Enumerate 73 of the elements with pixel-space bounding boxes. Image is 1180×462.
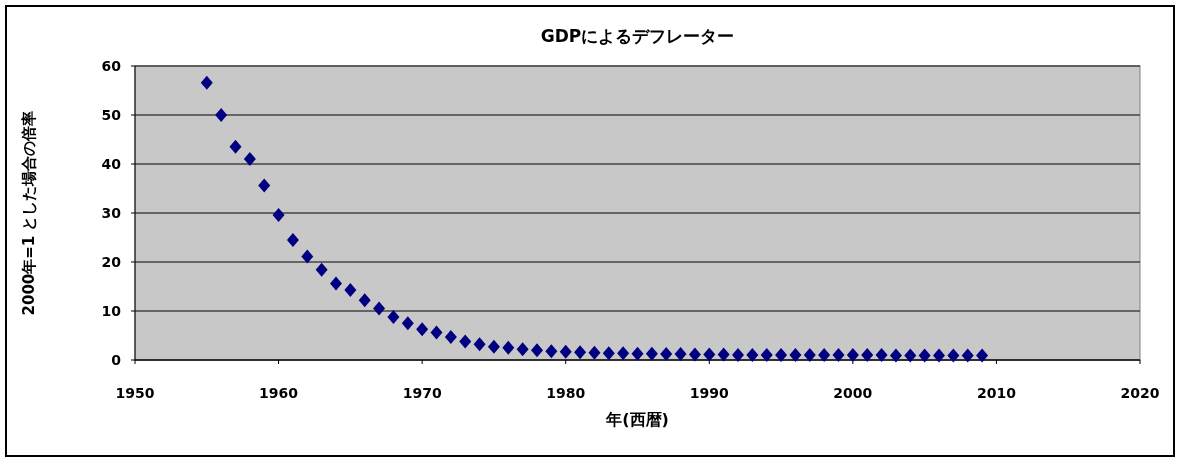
point xyxy=(775,348,788,363)
y-tick-label: 40 xyxy=(101,156,122,172)
point xyxy=(574,345,587,360)
point xyxy=(818,348,831,363)
point xyxy=(789,348,802,363)
point xyxy=(933,348,945,363)
x-tick-label: 1960 xyxy=(259,385,299,401)
point xyxy=(531,343,543,358)
point xyxy=(416,322,429,337)
point xyxy=(588,345,601,360)
point xyxy=(631,346,644,361)
y-tick-label: 20 xyxy=(101,254,122,270)
y-tick-label: 10 xyxy=(101,303,122,319)
point xyxy=(315,262,328,277)
point xyxy=(846,348,859,363)
point xyxy=(861,348,874,363)
point xyxy=(243,152,256,167)
point xyxy=(559,344,572,359)
point xyxy=(947,348,960,363)
point xyxy=(502,340,515,355)
point xyxy=(746,348,759,363)
point xyxy=(215,108,228,122)
point xyxy=(286,232,299,247)
point xyxy=(459,334,472,349)
point xyxy=(832,348,845,363)
point xyxy=(717,347,730,362)
x-axis-title: 年(西暦) xyxy=(605,410,669,429)
point xyxy=(918,348,931,363)
point xyxy=(229,139,242,154)
x-tick-label: 1950 xyxy=(115,385,155,401)
point xyxy=(617,346,630,361)
x-tick-label: 1990 xyxy=(689,385,730,401)
point xyxy=(660,347,673,362)
point xyxy=(516,342,529,357)
point xyxy=(904,348,917,363)
point xyxy=(875,348,888,363)
y-tick-label: 60 xyxy=(101,58,122,74)
point xyxy=(330,276,342,291)
point xyxy=(545,344,558,359)
y-tick-label: 30 xyxy=(101,205,122,221)
y-tick-label: 0 xyxy=(111,352,122,368)
point xyxy=(803,348,816,363)
point xyxy=(602,346,615,361)
x-tick-label: 2020 xyxy=(1120,385,1160,401)
y-tick-label: 50 xyxy=(101,107,122,123)
point xyxy=(387,309,400,324)
point xyxy=(976,348,989,363)
x-tick-label: 1980 xyxy=(546,385,586,401)
point xyxy=(301,249,314,264)
x-tick-label: 1970 xyxy=(402,385,442,401)
chart-title: GDPによるデフレーター xyxy=(540,26,735,46)
point xyxy=(344,282,357,297)
point xyxy=(688,347,701,362)
x-tick-label: 2000 xyxy=(833,385,873,401)
x-tick-label: 2010 xyxy=(976,385,1017,401)
point xyxy=(961,348,974,363)
point xyxy=(358,293,371,308)
point xyxy=(645,346,658,361)
point xyxy=(258,178,271,193)
point xyxy=(889,348,902,363)
point xyxy=(473,337,486,352)
point xyxy=(272,207,285,222)
y-axis-title: 2000年=1 とした場合の倍率 xyxy=(20,110,38,316)
point xyxy=(430,325,443,340)
point xyxy=(674,347,687,362)
point xyxy=(444,329,457,344)
point xyxy=(487,339,500,354)
point xyxy=(200,75,213,90)
point xyxy=(760,348,773,363)
point xyxy=(401,316,414,331)
point xyxy=(732,348,744,363)
point xyxy=(373,301,386,316)
point xyxy=(703,347,716,362)
